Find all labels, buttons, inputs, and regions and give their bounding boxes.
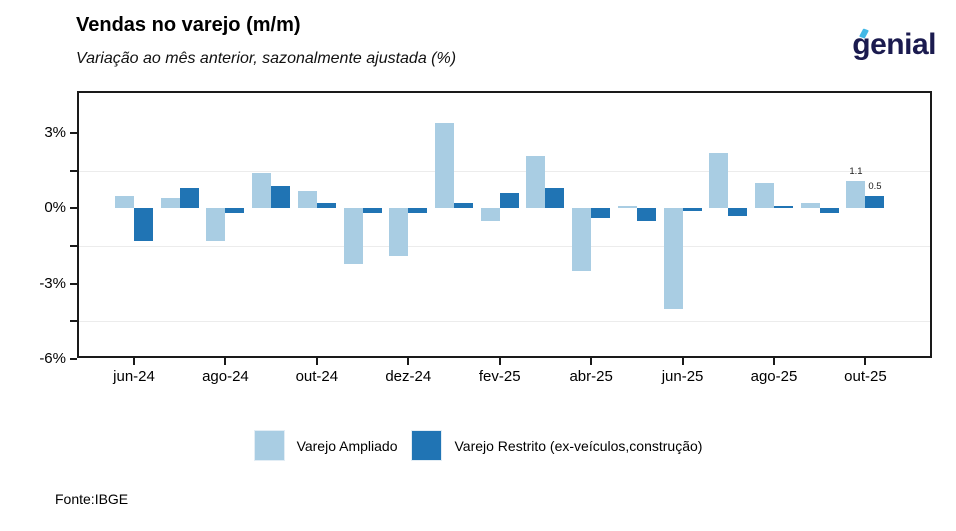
bar-ago-25-ampliado xyxy=(754,183,774,209)
bar-nov-24-ampliado xyxy=(343,208,363,264)
bar-fev-25-restrito xyxy=(499,193,519,209)
x-axis-label: out-24 xyxy=(295,368,339,385)
bar-set-25-ampliado xyxy=(800,203,820,209)
bar-mar-25-restrito xyxy=(545,188,565,209)
bar-jun-25-ampliado xyxy=(663,208,683,309)
legend-item-restrito: Varejo Restrito (ex-veículos,construção) xyxy=(411,430,702,461)
x-axis-tick xyxy=(407,358,410,365)
bar-set-25-restrito xyxy=(819,208,839,214)
bar-ago-24-ampliado xyxy=(206,208,226,241)
y-axis-tick xyxy=(70,169,77,172)
bar-abr-25-ampliado xyxy=(572,208,592,272)
bar-out-24-restrito xyxy=(316,203,336,209)
bar-mai-25-restrito xyxy=(636,208,656,221)
legend-swatch-restrito xyxy=(411,430,443,461)
bar-dez-24-ampliado xyxy=(389,208,409,256)
plot-area xyxy=(77,91,932,358)
x-axis-tick xyxy=(590,358,593,365)
bar-mai-25-ampliado xyxy=(617,205,637,209)
x-axis-tick xyxy=(498,358,501,365)
x-axis-label: abr-25 xyxy=(569,368,613,385)
x-axis-tick xyxy=(133,358,135,365)
y-axis-tick xyxy=(70,282,77,285)
bar-ago-25-restrito xyxy=(773,205,793,209)
y-axis-tick xyxy=(70,320,77,323)
bar-abr-25-restrito xyxy=(591,208,611,219)
y-axis-label: -3% xyxy=(39,274,66,292)
bar-jul-25-restrito xyxy=(728,208,748,216)
x-axis-tick xyxy=(864,358,867,365)
legend: Varejo Ampliado Varejo Restrito (ex-veíc… xyxy=(0,430,956,461)
bar-jun-24-restrito xyxy=(134,208,153,241)
y-axis-label: -6% xyxy=(39,349,66,367)
x-axis-tick xyxy=(315,358,318,365)
x-axis-label: dez-24 xyxy=(385,368,432,385)
bar-dez-24-restrito xyxy=(408,208,428,214)
x-axis-label: ago-24 xyxy=(202,368,249,385)
legend-label-ampliado: Varejo Ampliado xyxy=(296,437,398,454)
y-axis-tick xyxy=(70,244,77,247)
legend-swatch-ampliado xyxy=(253,430,285,461)
bar-jun-25-restrito xyxy=(682,208,702,211)
minor-gridline xyxy=(79,321,930,323)
bar-out-24-ampliado xyxy=(297,190,317,209)
bar-value-label: 1.1 xyxy=(849,165,863,177)
bar-jul-25-ampliado xyxy=(709,153,729,209)
y-axis-label: 0% xyxy=(44,199,66,217)
x-axis-label: jun-25 xyxy=(661,368,704,385)
bar-ago-24-restrito xyxy=(225,208,245,214)
x-axis-label: out-25 xyxy=(844,368,887,385)
bar-out-25-ampliado xyxy=(846,180,866,209)
genial-logo: genial xyxy=(852,28,936,72)
bar-jan-25-restrito xyxy=(453,203,473,209)
x-axis-tick xyxy=(224,358,227,365)
y-axis-tick xyxy=(70,132,77,134)
x-axis-label: fev-25 xyxy=(478,368,521,385)
bar-jun-24-ampliado xyxy=(115,195,134,209)
bar-out-25-restrito xyxy=(865,195,885,209)
bar-nov-24-restrito xyxy=(362,208,382,214)
x-axis-tick xyxy=(772,358,775,365)
minor-gridline xyxy=(79,245,930,247)
bar-jul-24-restrito xyxy=(179,188,199,209)
bar-jul-24-ampliado xyxy=(160,198,180,209)
chart-title: Vendas no varejo (m/m) xyxy=(76,14,301,36)
legend-label-restrito: Varejo Restrito (ex-veículos,construção) xyxy=(454,437,703,454)
bar-set-24-restrito xyxy=(271,185,291,209)
x-axis-tick xyxy=(681,358,684,365)
bar-value-label: 0.5 xyxy=(868,180,882,192)
bar-mar-25-ampliado xyxy=(526,155,546,209)
minor-gridline xyxy=(79,170,930,172)
y-axis-tick xyxy=(70,357,77,360)
x-axis-label: ago-25 xyxy=(750,368,798,385)
x-axis-label: jun-24 xyxy=(113,368,155,385)
source-note: Fonte:IBGE xyxy=(55,491,129,507)
bar-jan-25-ampliado xyxy=(434,122,454,209)
y-axis-tick xyxy=(70,207,77,210)
legend-item-ampliado: Varejo Ampliado xyxy=(253,430,398,461)
bar-fev-25-ampliado xyxy=(480,208,500,221)
chart-subtitle: Variação ao mês anterior, sazonalmente a… xyxy=(76,50,457,67)
bar-set-24-ampliado xyxy=(252,173,272,209)
y-axis-label: 3% xyxy=(44,124,66,141)
